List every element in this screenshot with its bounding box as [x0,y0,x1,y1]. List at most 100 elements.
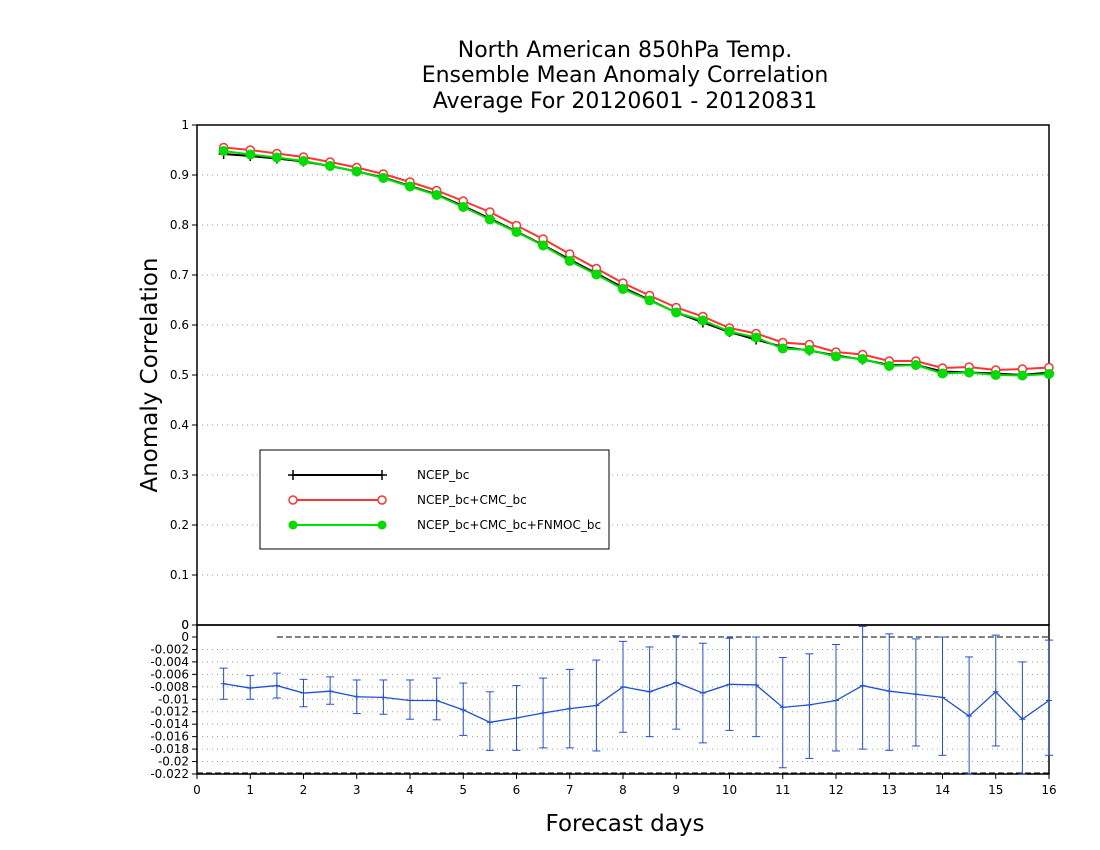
data-point [245,149,256,160]
legend-marker [288,520,298,530]
difference-point [486,719,493,726]
x-tick-label: 0 [193,783,201,797]
x-tick-label: 2 [300,783,308,797]
difference-point [273,682,280,689]
data-point [218,146,229,156]
difference-point [380,694,387,701]
y-tick-label: -0.008 [150,680,189,694]
y-tick-label: 0.8 [170,218,189,232]
difference-point [220,680,227,687]
data-point [804,345,815,355]
difference-line [223,681,1050,723]
data-point [538,240,549,251]
data-point [751,332,762,343]
data-point [351,166,362,177]
x-tick-label: 15 [988,783,1003,797]
data-point [378,173,389,183]
difference-point [247,685,254,692]
data-point [298,156,309,166]
data-point [431,190,442,200]
data-point [325,161,336,171]
difference-point [353,693,360,700]
series-line-2 [223,150,1050,377]
y-tick-label: 0.4 [170,418,189,432]
legend-marker [377,470,387,480]
difference-point [300,690,307,697]
chart-title-line-1: North American 850hPa Temp. [457,38,793,63]
series-line-0 [223,153,1050,377]
difference-point [939,694,946,701]
chart-title-line-2: Ensemble Mean Anomaly Correlation [421,63,829,88]
difference-point [646,688,653,695]
y-tick-label: 0.7 [170,268,189,282]
data-point [405,181,415,192]
y-tick-label: -0.006 [150,667,189,681]
difference-point [407,697,413,704]
y-tick-label: 0.9 [170,168,189,182]
legend-label: NCEP_bc+CMC_bc [417,493,527,507]
y-tick-label: -0.012 [150,705,189,719]
data-point [458,202,469,212]
y-tick-label: 0.6 [170,318,189,332]
y-tick-label: 0 [181,618,189,632]
legend-marker [377,520,387,530]
difference-point [1019,716,1026,723]
difference-point [992,688,999,695]
y-tick-label: -0.002 [150,642,189,656]
y-tick-label: -0.022 [150,767,189,781]
data-point [271,152,282,163]
data-point [511,227,522,237]
x-tick-label: 9 [672,783,680,797]
data-point [884,361,895,371]
difference-point [699,690,706,697]
y-tick-label: 0.2 [170,518,189,532]
x-tick-label: 6 [513,783,521,797]
y-tick-label: -0.018 [150,742,189,756]
data-point [484,214,495,225]
difference-point [912,691,919,698]
x-tick-label: 13 [882,783,897,797]
difference-point [513,714,520,721]
y-tick-label: -0.004 [150,655,189,669]
chart-title-line-3: Average For 20120601 - 20120831 [432,89,818,114]
data-point [618,284,628,294]
x-tick-label: 14 [935,783,950,797]
difference-point [620,683,626,690]
data-point [857,354,868,364]
difference-point [566,705,573,712]
difference-point [327,688,334,695]
legend-marker [288,495,298,505]
difference-point [806,701,813,708]
y-tick-label: 0.5 [170,368,189,382]
x-tick-label: 11 [775,783,790,797]
legend-marker [288,470,298,480]
difference-point [460,706,467,713]
difference-point [593,702,600,709]
legend-label: NCEP_bc+CMC_bc+FNMOC_bc [417,518,601,532]
data-point [937,368,948,379]
y-tick-label: 0 [181,618,189,632]
data-point [644,295,655,306]
x-tick-label: 8 [619,783,627,797]
difference-point [673,679,680,686]
legend-marker [377,495,387,505]
x-tick-label: 7 [566,783,574,797]
x-tick-label: 1 [246,783,254,797]
x-tick-label: 10 [722,783,737,797]
data-point [910,360,921,370]
data-point [1017,370,1028,381]
y-tick-label: -0.014 [150,717,189,731]
data-point [777,343,788,354]
data-point [831,351,841,362]
data-point [564,256,575,266]
data-point [724,326,735,337]
difference-point [833,697,839,704]
difference-point [1046,697,1052,704]
y-tick-label: 1 [181,118,189,132]
x-tick-label: 5 [459,783,467,797]
data-point [591,269,602,280]
difference-point [726,681,733,688]
y-tick-label: 0 [181,630,189,644]
data-point [990,370,1001,380]
